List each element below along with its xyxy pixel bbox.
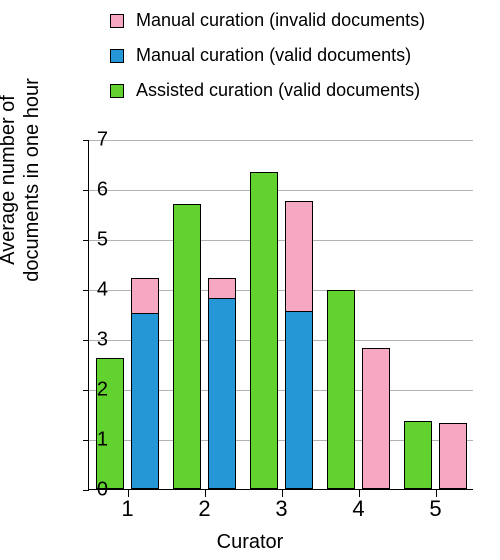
- y-tick-label: 1: [78, 429, 108, 452]
- legend-item: Assisted curation (valid documents): [110, 80, 425, 101]
- bar-assisted: [173, 204, 201, 489]
- y-tick-label: 6: [78, 179, 108, 202]
- legend-swatch: [110, 49, 124, 63]
- x-tick-label: 2: [198, 496, 210, 522]
- chart-container: { "chart": { "type": "bar", "background_…: [0, 0, 500, 560]
- y-tick-label: 4: [78, 279, 108, 302]
- bars-layer: [89, 140, 473, 489]
- y-tick-label: 7: [78, 129, 108, 152]
- bar-assisted: [250, 172, 278, 489]
- bar-manual-valid: [285, 311, 313, 489]
- bar-manual-invalid: [439, 423, 467, 489]
- bar-manual-valid: [208, 298, 236, 489]
- legend-swatch: [110, 84, 124, 98]
- y-tick-label: 5: [78, 229, 108, 252]
- x-axis-label: Curator: [0, 531, 500, 554]
- x-tick-label: 1: [121, 496, 133, 522]
- legend: Manual curation (invalid documents) Manu…: [110, 10, 425, 115]
- legend-item: Manual curation (valid documents): [110, 45, 425, 66]
- y-tick-label: 3: [78, 329, 108, 352]
- bar-manual-valid: [131, 313, 159, 489]
- legend-label: Manual curation (valid documents): [136, 45, 411, 66]
- x-tick-label: 4: [352, 496, 364, 522]
- y-tick-label: 0: [78, 479, 108, 502]
- legend-item: Manual curation (invalid documents): [110, 10, 425, 31]
- legend-swatch: [110, 14, 124, 28]
- bar-assisted: [327, 290, 355, 489]
- bar-manual-invalid: [362, 348, 390, 489]
- x-tick-label: 5: [429, 496, 441, 522]
- legend-label: Assisted curation (valid documents): [136, 80, 420, 101]
- plot-area: 12345: [88, 140, 473, 490]
- x-tick-label: 3: [275, 496, 287, 522]
- legend-label: Manual curation (invalid documents): [136, 10, 425, 31]
- y-tick-label: 2: [78, 379, 108, 402]
- y-axis-label: Average number of documents in one hour: [0, 30, 44, 330]
- bar-assisted: [404, 421, 432, 489]
